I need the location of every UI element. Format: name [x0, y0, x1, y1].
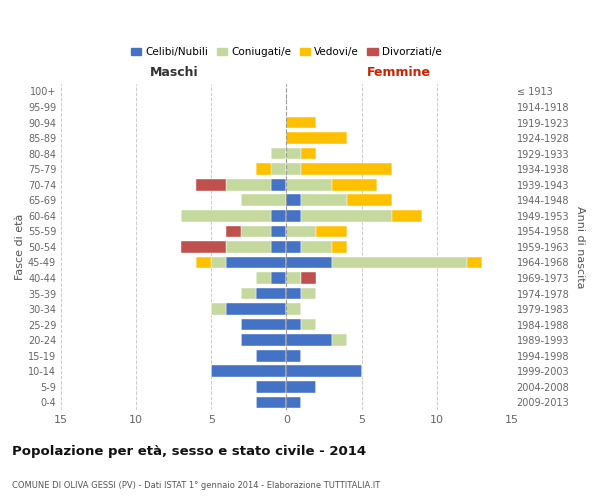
Bar	[332, 179, 377, 190]
Bar	[301, 194, 347, 206]
Bar	[286, 319, 301, 330]
Bar	[256, 164, 271, 175]
Bar	[286, 334, 332, 346]
Bar	[226, 226, 241, 237]
Bar	[241, 194, 286, 206]
Bar	[256, 381, 286, 392]
Bar	[271, 148, 286, 160]
Bar	[332, 256, 467, 268]
Bar	[286, 116, 316, 128]
Legend: Celibi/Nubili, Coniugati/e, Vedovi/e, Divorziati/e: Celibi/Nubili, Coniugati/e, Vedovi/e, Di…	[127, 43, 446, 62]
Bar	[301, 319, 316, 330]
Bar	[196, 179, 226, 190]
Bar	[241, 288, 256, 300]
Bar	[301, 272, 316, 284]
Bar	[271, 210, 286, 222]
Bar	[271, 179, 286, 190]
Bar	[286, 210, 301, 222]
Text: Popolazione per età, sesso e stato civile - 2014: Popolazione per età, sesso e stato civil…	[12, 445, 366, 458]
Bar	[211, 256, 226, 268]
Bar	[286, 194, 301, 206]
Bar	[286, 304, 301, 315]
Bar	[256, 396, 286, 408]
Bar	[256, 272, 271, 284]
Bar	[286, 396, 301, 408]
Bar	[181, 241, 226, 252]
Bar	[226, 241, 271, 252]
Bar	[301, 241, 332, 252]
Text: Maschi: Maschi	[149, 66, 198, 79]
Bar	[286, 366, 362, 377]
Bar	[286, 164, 301, 175]
Bar	[301, 164, 392, 175]
Bar	[392, 210, 422, 222]
Bar	[286, 350, 301, 362]
Bar	[226, 256, 286, 268]
Bar	[211, 304, 226, 315]
Bar	[286, 179, 332, 190]
Bar	[286, 288, 301, 300]
Bar	[286, 272, 301, 284]
Bar	[347, 194, 392, 206]
Bar	[181, 210, 271, 222]
Bar	[332, 334, 347, 346]
Bar	[271, 164, 286, 175]
Bar	[241, 319, 286, 330]
Y-axis label: Anni di nascita: Anni di nascita	[575, 206, 585, 288]
Bar	[301, 148, 316, 160]
Bar	[316, 226, 347, 237]
Y-axis label: Fasce di età: Fasce di età	[15, 214, 25, 280]
Bar	[286, 132, 347, 144]
Bar	[271, 226, 286, 237]
Bar	[211, 366, 286, 377]
Bar	[226, 304, 286, 315]
Bar	[226, 179, 271, 190]
Text: COMUNE DI OLIVA GESSI (PV) - Dati ISTAT 1° gennaio 2014 - Elaborazione TUTTITALI: COMUNE DI OLIVA GESSI (PV) - Dati ISTAT …	[12, 480, 380, 490]
Bar	[196, 256, 211, 268]
Bar	[286, 241, 301, 252]
Bar	[241, 334, 286, 346]
Bar	[332, 241, 347, 252]
Bar	[301, 210, 392, 222]
Bar	[286, 256, 332, 268]
Bar	[271, 272, 286, 284]
Bar	[256, 288, 286, 300]
Bar	[271, 241, 286, 252]
Bar	[467, 256, 482, 268]
Bar	[286, 148, 301, 160]
Bar	[286, 381, 316, 392]
Text: Femmine: Femmine	[367, 66, 431, 79]
Bar	[286, 226, 316, 237]
Bar	[241, 226, 271, 237]
Bar	[256, 350, 286, 362]
Bar	[301, 288, 316, 300]
